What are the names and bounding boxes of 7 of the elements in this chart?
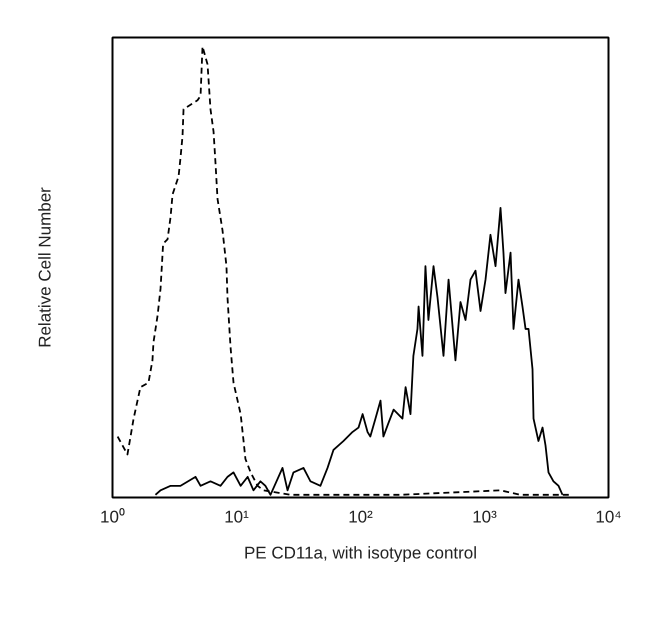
x-axis-title: PE CD11a, with isotype control: [244, 544, 478, 562]
x-tick-label: 10⁰: [100, 508, 125, 526]
x-tick-label: 10³: [472, 508, 498, 526]
x-tick-label: 10²: [348, 508, 374, 526]
y-axis-title: Relative Cell Number: [36, 186, 54, 348]
x-tick-label: 10¹: [224, 508, 250, 526]
x-tick-label: 10⁴: [595, 508, 622, 526]
